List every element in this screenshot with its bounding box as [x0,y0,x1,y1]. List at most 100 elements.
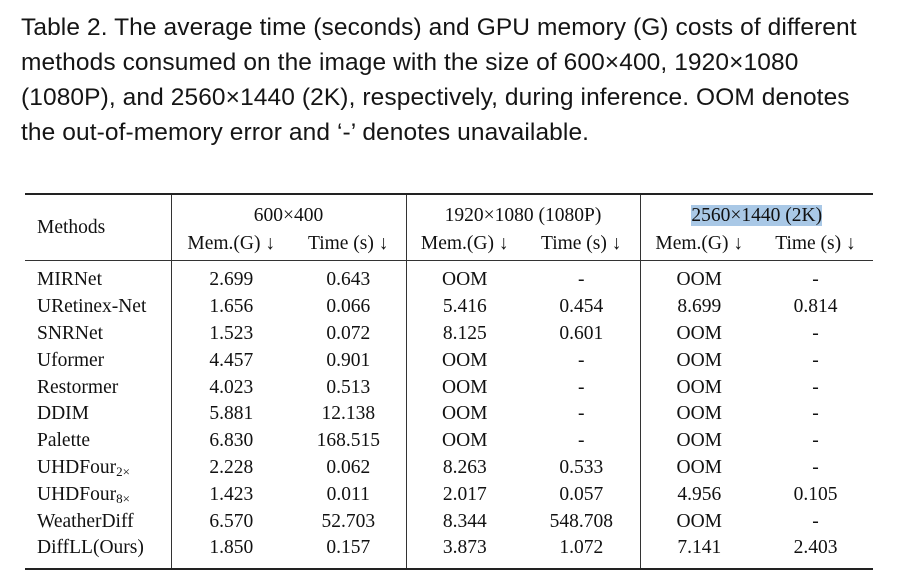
time-header-1080p: Time (s) ↓ [540,232,622,254]
cell-mem-600x400: 6.830 [170,427,291,455]
cell-mem-2k: 4.956 [639,481,758,509]
cell-time-1080p: - [578,430,585,452]
cell-mem-2k: OOM [639,427,758,455]
cell-time-1080p: - [523,259,640,294]
cell-mem-1080p: 8.344 [405,508,523,535]
method-name: Uformer [37,349,105,371]
cell-time-2k: - [812,376,819,398]
table-row: Palette 6.830 168.515 OOM - OOM - [25,427,873,455]
cell-mem-600x400: 1.523 [170,320,291,348]
cell-mem-600x400: 2.699 [170,259,291,294]
cell-time-600x400: 52.703 [321,510,376,532]
cell-time-1080p: - [578,403,585,425]
time-header-2k: Time (s) ↓ [775,232,856,254]
cell-mem-2k: OOM [639,347,758,375]
cell-time-1080p: 0.454 [559,296,604,318]
cell-time-600x400: 0.062 [326,456,371,478]
cell-mem-1080p: OOM [405,347,523,375]
cell-time-2k: - [812,403,819,425]
cell-time-600x400: 0.011 [326,483,370,505]
cell-mem-2k: OOM [639,320,758,348]
cell-time-600x400: 0.513 [326,376,371,398]
cell-time-600x400: 0.072 [326,322,371,344]
cell-mem-600x400: 4.023 [170,374,291,401]
results-table-container: Methods 600×400 1920×1080 (1080P) 2560×1… [25,193,873,570]
table-caption: Table 2. The average time (seconds) and … [21,14,857,146]
cell-mem-1080p: 8.263 [405,454,523,482]
cell-time-1080p: 0.601 [559,322,604,344]
cell-time-2k: 0.105 [793,483,838,505]
mem-header-600x400: Mem.(G) ↓ [170,227,291,261]
cell-time-2k: - [812,510,819,532]
group-header-2k-part1: 2560× [691,205,742,226]
method-name-base: UHDFour [37,483,117,505]
cell-mem-1080p: OOM [405,400,523,428]
cell-time-2k: - [812,349,819,371]
table-row: URetinex-Net 1.656 0.066 5.416 0.454 8.6… [25,293,873,321]
methods-header: Methods [37,216,106,238]
table-row: SNRNet 1.523 0.072 8.125 0.601 OOM - [25,320,873,348]
method-name: SNRNet [37,322,104,344]
cell-mem-600x400: 5.881 [170,400,291,428]
method-name: UHDFour8× [25,481,171,508]
cell-mem-1080p: OOM [405,427,523,455]
cell-time-1080p: 1.072 [559,537,604,559]
cell-mem-2k: OOM [639,508,758,535]
cell-mem-1080p: 3.873 [405,534,523,569]
method-name: DDIM [37,403,89,425]
time-header-600x400: Time (s) ↓ [307,232,389,254]
cell-time-2k: 2.403 [793,537,838,559]
cell-mem-2k: OOM [639,400,758,428]
cell-mem-600x400: 6.570 [170,508,291,535]
table-row: DDIM 5.881 12.138 OOM - OOM - [25,400,873,428]
cell-mem-1080p: 2.017 [405,481,523,509]
cell-time-2k: - [758,259,873,294]
table-row: MIRNet 2.699 0.643 OOM - OOM - [25,259,873,294]
cell-mem-2k: 8.699 [639,293,758,321]
cell-time-1080p: - [578,376,585,398]
method-name: MIRNet [25,259,171,294]
table-row: Restormer 4.023 0.513 OOM - OOM - [25,374,873,401]
cell-mem-2k: OOM [639,374,758,401]
cell-time-1080p: 0.533 [559,456,604,478]
table-row: UHDFour2× 2.228 0.062 8.263 0.533 OOM - [25,454,873,482]
cell-mem-600x400: 2.228 [170,454,291,482]
group-header-600x400: 600×400 [170,194,406,227]
method-name: WeatherDiff [37,510,134,532]
method-name: Palette [37,430,91,452]
cell-time-1080p: - [578,349,585,371]
table-row: WeatherDiff 6.570 52.703 8.344 548.708 O… [25,508,873,535]
cell-time-2k: - [812,430,819,452]
group-header-1080p: 1920×1080 (1080P) [405,194,640,227]
method-name: DiffLL(Ours) [37,537,144,559]
cell-mem-2k: OOM [639,454,758,482]
method-name: URetinex-Net [37,296,147,318]
cell-mem-600x400: 1.656 [170,293,291,321]
cell-time-600x400: 168.515 [316,430,380,452]
cell-mem-1080p: 5.416 [405,293,523,321]
cell-mem-1080p: OOM [405,374,523,401]
cell-time-2k: - [812,322,819,344]
cell-time-2k: - [812,456,819,478]
cell-mem-1080p: OOM [405,259,523,294]
cell-mem-600x400: 1.423 [170,481,291,509]
group-header-2k-selected: 1440 (2K) [741,205,823,226]
table-row: Uformer 4.457 0.901 OOM - OOM - [25,347,873,375]
table-row: DiffLL(Ours) 1.850 0.157 3.873 1.072 7.1… [25,534,873,569]
cell-time-1080p: 0.057 [559,483,604,505]
cell-mem-1080p: 8.125 [405,320,523,348]
cell-mem-2k: OOM [639,259,758,294]
cell-time-600x400: 12.138 [321,403,376,425]
cell-time-600x400: 0.901 [326,349,371,371]
cell-time-600x400: 0.157 [326,537,371,559]
group-header-2k: 2560×1440 (2K) [639,194,873,227]
method-name-subscript: 8× [116,490,130,506]
method-name: Restormer [37,376,119,398]
cell-time-600x400: 0.066 [326,296,371,318]
mem-header-2k: Mem.(G) ↓ [639,227,758,261]
method-name: UHDFour2× [25,455,171,482]
table-row: UHDFour8× 1.423 0.011 2.017 0.057 4.956 … [25,481,873,509]
cell-time-1080p: 548.708 [549,510,613,532]
cell-mem-2k: 7.141 [639,534,758,569]
method-name-subscript: 2× [116,463,130,479]
